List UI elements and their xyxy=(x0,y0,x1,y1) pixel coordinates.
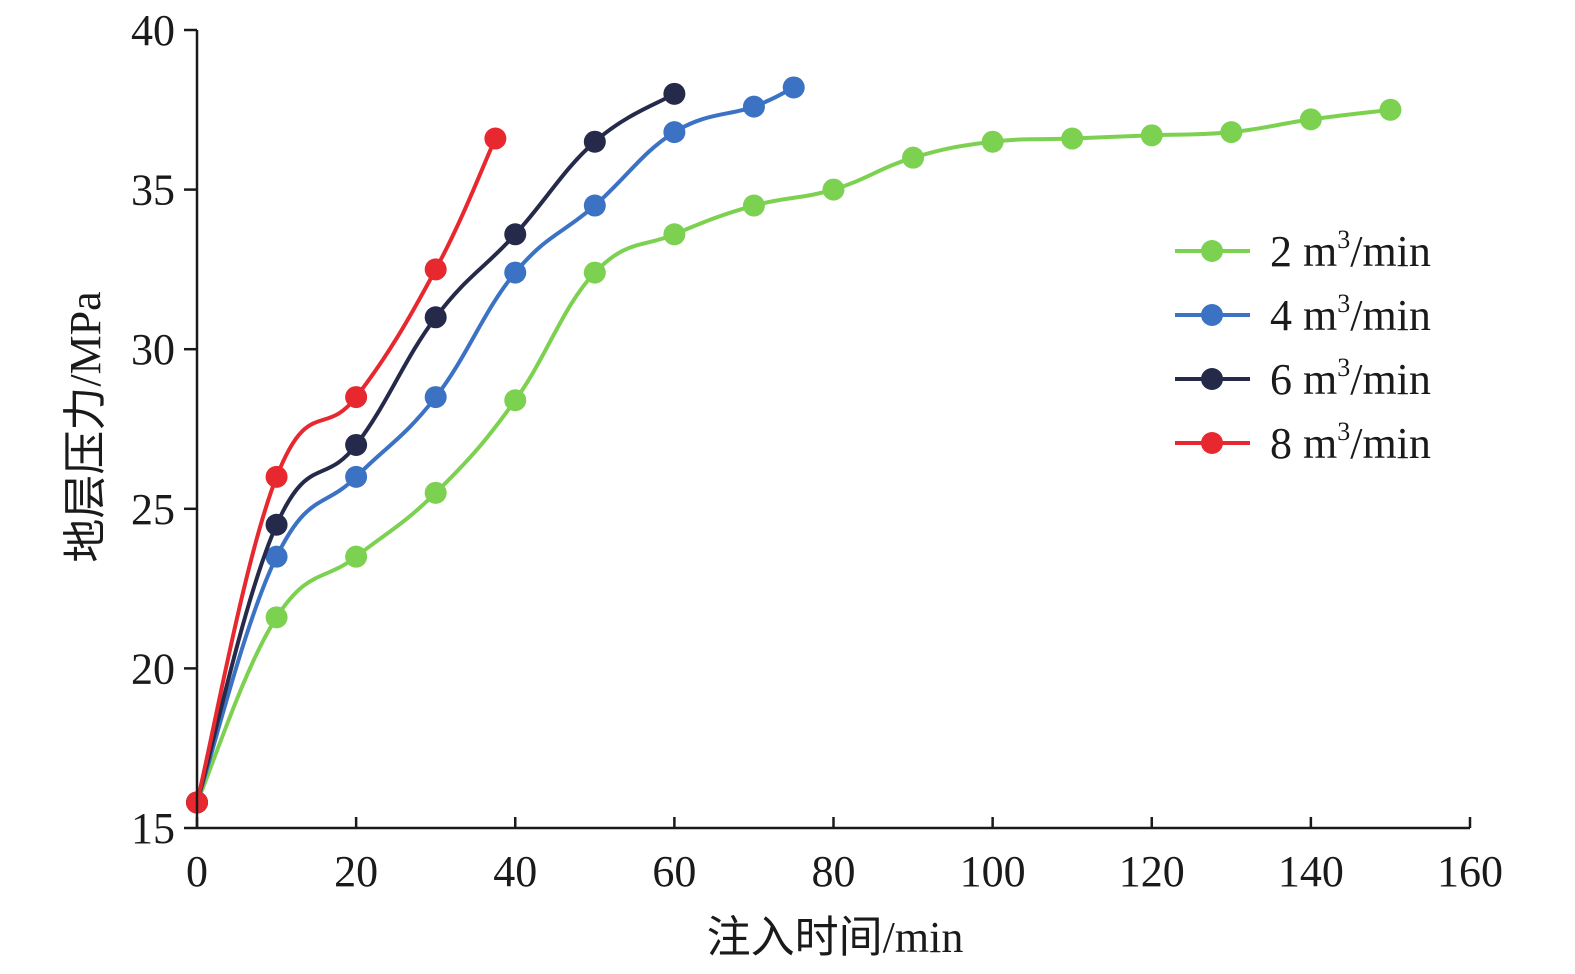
data-point xyxy=(424,386,447,409)
data-point xyxy=(424,258,447,281)
data-point xyxy=(504,261,527,284)
y-tick-label: 30 xyxy=(131,325,175,374)
data-point xyxy=(583,194,606,217)
legend-item: 2 m3/min xyxy=(1175,225,1431,276)
legend: 2 m3/min 4 m3/min 6 m3/min 8 m3/min xyxy=(1175,225,1431,468)
series-line xyxy=(195,85,795,804)
legend-item: 8 m3/min xyxy=(1175,417,1431,468)
series-line xyxy=(195,92,676,804)
data-point xyxy=(345,545,368,568)
y-axis-title: 地层压力/MPa xyxy=(61,291,110,562)
legend-item: 6 m3/min xyxy=(1175,353,1431,404)
data-point xyxy=(663,223,686,246)
data-point xyxy=(663,82,686,105)
series-line xyxy=(195,137,498,803)
y-tick-label: 15 xyxy=(131,804,175,853)
y-tick-label: 40 xyxy=(131,6,175,55)
data-point xyxy=(504,389,527,412)
x-tick-label: 160 xyxy=(1437,847,1503,896)
data-point xyxy=(782,76,805,99)
data-point xyxy=(265,513,288,536)
data-point xyxy=(1379,98,1402,121)
legend-label: 6 m3/min xyxy=(1270,353,1431,404)
x-tick-label: 20 xyxy=(334,847,378,896)
data-point xyxy=(981,130,1004,153)
data-point xyxy=(902,146,925,169)
tick-layer: 0 20 40 60 80 100 120 140 160 15 20 25 30 35 40 xyxy=(131,6,1503,896)
series-2 xyxy=(186,76,805,814)
x-tick-label: 100 xyxy=(960,847,1026,896)
data-point xyxy=(1299,108,1322,131)
data-point xyxy=(424,306,447,329)
legend-label: 2 m3/min xyxy=(1270,225,1431,276)
series-4 xyxy=(186,127,507,814)
data-point xyxy=(1140,124,1163,147)
legend-label: 4 m3/min xyxy=(1270,289,1431,340)
legend-marker xyxy=(1201,432,1223,454)
data-point xyxy=(504,223,527,246)
data-point xyxy=(265,545,288,568)
legend-label: 8 m3/min xyxy=(1270,417,1431,468)
data-point xyxy=(663,121,686,144)
data-point xyxy=(265,465,288,488)
data-point xyxy=(1061,127,1084,150)
series-1 xyxy=(186,98,1402,814)
data-point xyxy=(1220,121,1243,144)
x-tick-label: 140 xyxy=(1278,847,1344,896)
legend-marker xyxy=(1201,304,1223,326)
x-tick-label: 80 xyxy=(812,847,856,896)
x-tick-label: 40 xyxy=(493,847,537,896)
legend-marker xyxy=(1201,240,1223,262)
legend-marker xyxy=(1201,368,1223,390)
x-tick-label: 120 xyxy=(1119,847,1185,896)
data-point xyxy=(822,178,845,201)
data-point xyxy=(345,433,368,456)
x-tick-label: 0 xyxy=(186,847,208,896)
data-point xyxy=(484,127,507,150)
x-axis-title: 注入时间/min xyxy=(707,913,964,962)
y-tick-label: 20 xyxy=(131,644,175,693)
x-tick-label: 60 xyxy=(652,847,696,896)
data-point xyxy=(345,465,368,488)
data-point xyxy=(583,261,606,284)
y-tick-label: 25 xyxy=(131,485,175,534)
data-point xyxy=(742,194,765,217)
data-point xyxy=(424,481,447,504)
data-point xyxy=(742,95,765,118)
legend-item: 4 m3/min xyxy=(1175,289,1431,340)
data-point xyxy=(583,130,606,153)
data-point xyxy=(345,386,368,409)
data-point xyxy=(265,606,288,629)
y-tick-label: 35 xyxy=(131,166,175,215)
series-layer xyxy=(186,76,1402,814)
